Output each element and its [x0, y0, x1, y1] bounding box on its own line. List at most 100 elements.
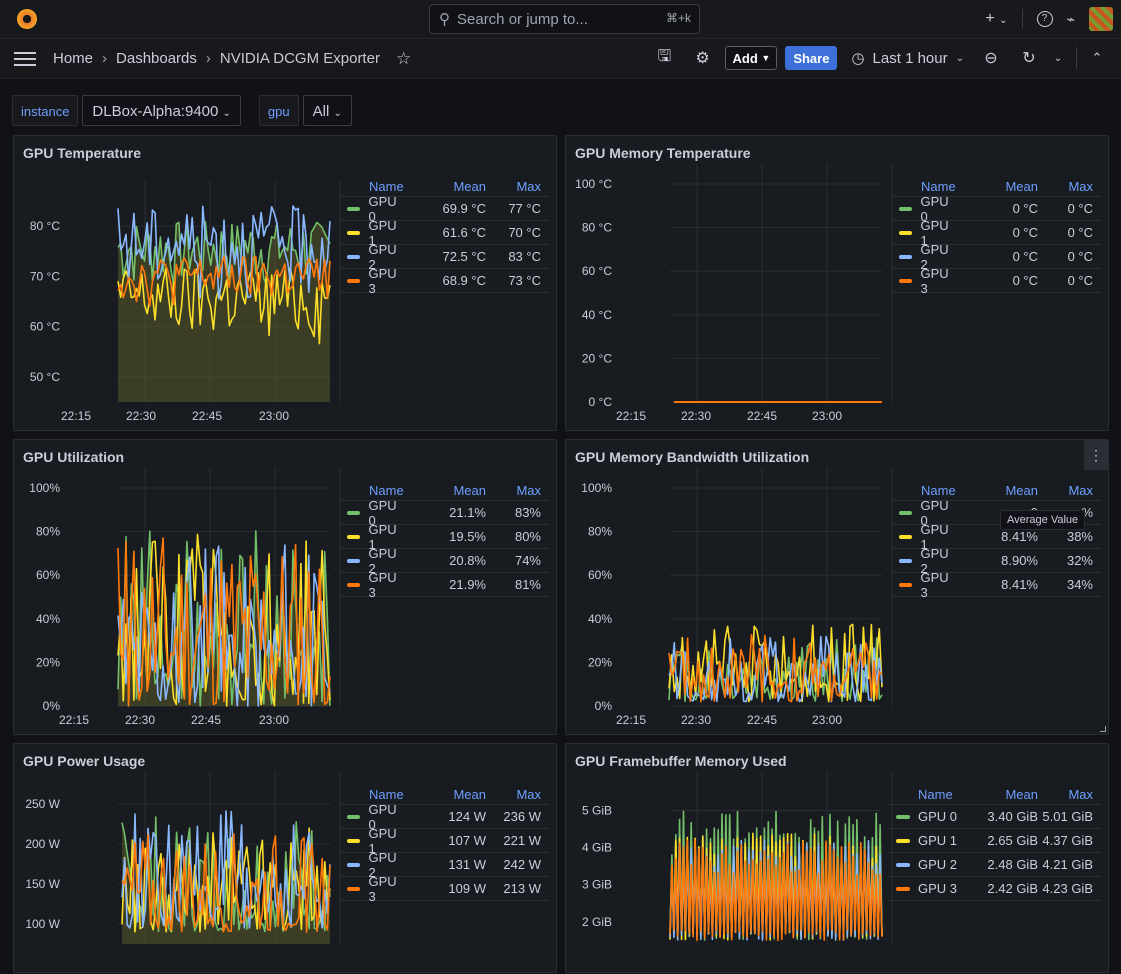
legend-row[interactable]: GPU 3 21.9% 81%	[339, 570, 549, 600]
chart-svg[interactable]: 50 °C 60 °C 70 °C 80 °C 22:15 22:30 22:45 23:00	[14, 136, 558, 432]
y-tick-label: 0%	[43, 699, 61, 713]
legend-row[interactable]: GPU 3 2.42 GiB 4.23 GiB	[888, 877, 1101, 901]
legend-row[interactable]: GPU 2 0 °C 0 °C	[891, 242, 1101, 272]
legend-header-mean[interactable]: Mean	[1005, 483, 1038, 498]
legend-row[interactable]: GPU 0 0 °C 0 °C	[891, 193, 1101, 224]
legend-row[interactable]: GPU 2 8.90% 32%	[891, 546, 1101, 576]
resize-handle[interactable]	[1100, 726, 1106, 732]
legend-header-name[interactable]: Name	[918, 787, 953, 802]
keyboard-shortcut: ⌘+k	[665, 11, 691, 25]
series-color-swatch	[899, 558, 913, 563]
legend-row[interactable]: GPU 3 0 °C 0 °C	[891, 266, 1101, 296]
x-tick-label: 23:00	[259, 713, 289, 727]
chart-svg[interactable]: 100 W 150 W 200 W 250 W	[14, 744, 558, 974]
refresh-interval-chevron-icon[interactable]: ⌄	[1053, 52, 1063, 64]
legend-header-mean[interactable]: Mean	[453, 483, 486, 498]
legend-header-mean[interactable]: Mean	[453, 787, 486, 802]
series-color-swatch	[347, 582, 361, 587]
chart-svg[interactable]: 2 GiB 3 GiB 4 GiB 5 GiB	[566, 744, 1110, 974]
series-color-swatch	[899, 206, 913, 211]
legend-header-max[interactable]: Max	[516, 787, 541, 802]
series-name-text: GPU 3	[368, 873, 397, 904]
gpu-select[interactable]: All ⌄	[302, 95, 352, 126]
y-tick-label: 80%	[36, 525, 60, 539]
legend-header-name[interactable]: Name	[369, 483, 404, 498]
legend-header-max[interactable]: Max	[516, 483, 541, 498]
series-name-text: GPU 0	[920, 193, 949, 224]
legend-series-name: GPU 3	[339, 266, 406, 296]
share-button[interactable]: Share	[785, 46, 838, 70]
save-icon[interactable]: 🖫	[657, 47, 672, 65]
news-rss-icon[interactable]: ⌁	[1066, 10, 1075, 27]
new-plus-icon[interactable]: + ⌄	[985, 10, 1008, 27]
breadcrumb: Home › Dashboards › NVIDIA DCGM Exporter	[53, 50, 380, 67]
legend-header-name[interactable]: Name	[369, 179, 404, 194]
series-color-swatch	[896, 838, 910, 843]
legend-row[interactable]: GPU 2 20.8% 74%	[339, 546, 549, 576]
legend-header-name[interactable]: Name	[921, 483, 956, 498]
legend-row[interactable]: GPU 2 2.48 GiB 4.21 GiB	[888, 853, 1101, 877]
breadcrumb-dashboards[interactable]: Dashboards	[116, 50, 197, 67]
legend-row[interactable]: GPU 0 21.1% 83%	[339, 498, 549, 528]
x-tick-label: 22:45	[191, 713, 221, 727]
legend-row[interactable]: GPU 2 131 W 242 W	[339, 850, 549, 880]
grafana-logo-icon[interactable]	[17, 9, 37, 29]
legend-row[interactable]: GPU 1 8.41% 38%	[891, 522, 1101, 552]
add-button[interactable]: Add ▼	[725, 46, 778, 70]
tooltip: Average Value	[1000, 510, 1086, 530]
legend-row[interactable]: GPU 1 107 W 221 W	[339, 826, 549, 856]
legend-header-max[interactable]: Max	[1068, 179, 1093, 194]
panel-gpu-utilization[interactable]: GPU Utilization 0% 20% 40% 60% 80% 100% 22:15 2…	[13, 439, 557, 735]
legend-row[interactable]: GPU 3 8.41% 34%	[891, 570, 1101, 600]
settings-gear-icon[interactable]: ⚙	[695, 50, 710, 67]
chart-svg[interactable]: 0% 20% 40% 60% 80% 100% 22:15 22:30 22:45 23:00	[566, 440, 1110, 736]
divider	[1076, 47, 1077, 69]
help-icon[interactable]: ?	[1036, 11, 1053, 27]
legend-header-name[interactable]: Name	[369, 787, 404, 802]
legend-row[interactable]: GPU 3 68.9 °C 73 °C	[339, 266, 549, 296]
x-tick-label: 22:45	[192, 409, 222, 423]
breadcrumb-home[interactable]: Home	[53, 50, 94, 67]
legend-header-mean[interactable]: Mean	[1005, 787, 1038, 802]
legend-header-max[interactable]: Max	[1068, 787, 1093, 802]
legend-row[interactable]: GPU 1 0 °C 0 °C	[891, 218, 1101, 248]
legend-header-max[interactable]: Max	[516, 179, 541, 194]
panel-menu-kebab-icon[interactable]: ⋮	[1084, 440, 1108, 470]
legend-row[interactable]: GPU 0 124 W 236 W	[339, 802, 549, 832]
legend-row[interactable]: GPU 1 2.65 GiB 4.37 GiB	[888, 829, 1101, 853]
chart-svg[interactable]: 0 °C 20 °C 40 °C 60 °C 80 °C 100 °C 22:15 22:30…	[566, 136, 1110, 432]
chart-svg[interactable]: 0% 20% 40% 60% 80% 100% 22:15 22:30 22:45 23:00	[14, 440, 558, 736]
panel-gpu-power-usage[interactable]: GPU Power Usage 100 W 150 W 200 W 250 W Name…	[13, 743, 557, 973]
panel-title: GPU Power Usage	[23, 753, 146, 769]
star-icon[interactable]: ☆	[395, 48, 412, 68]
panel-gpu-memory-temperature[interactable]: GPU Memory Temperature 0 °C 20 °C 40 °C 60 …	[565, 135, 1109, 431]
series-color-swatch	[899, 230, 913, 235]
legend-row[interactable]: GPU 1 19.5% 80%	[339, 522, 549, 552]
legend-header-name[interactable]: Name	[921, 179, 956, 194]
legend-row[interactable]: GPU 1 61.6 °C 70 °C	[339, 218, 549, 248]
legend-header-mean[interactable]: Mean	[1005, 179, 1038, 194]
legend-table: Name Mean Max GPU 0 21.1% 83% GPU 1 19.5% 80% GPU…	[339, 481, 549, 600]
zoom-out-icon[interactable]: ⊖	[984, 50, 998, 67]
legend-mean-value: 0 °C	[1012, 249, 1038, 264]
collapse-chevron-up-icon[interactable]: ⌃	[1091, 50, 1103, 65]
time-range-picker[interactable]: ◷ Last 1 hour ⌄	[851, 46, 964, 70]
panel-gpu-temperature[interactable]: GPU Temperature 50 °C 60 °C 70 °C 80 °C 22:1…	[13, 135, 557, 431]
y-tick-label: 60 °C	[30, 320, 60, 334]
menu-hamburger-icon[interactable]	[14, 51, 36, 66]
refresh-icon[interactable]: ↻	[1022, 50, 1036, 67]
series-name-text: GPU 0	[920, 497, 949, 528]
legend-row[interactable]: GPU 0 69.9 °C 77 °C	[339, 194, 549, 224]
legend-header-mean[interactable]: Mean	[453, 179, 486, 194]
panel-gpu-framebuffer-memory-used[interactable]: GPU Framebuffer Memory Used 2 GiB 3 GiB 4 …	[565, 743, 1109, 973]
user-avatar[interactable]	[1089, 7, 1113, 31]
x-tick-label: 22:30	[126, 409, 156, 423]
search-input[interactable]: ⚲ Search or jump to... ⌘+k	[429, 4, 700, 34]
y-tick-label: 20%	[36, 655, 60, 669]
instance-select[interactable]: DLBox-Alpha:9400 ⌄	[82, 95, 241, 126]
legend-row[interactable]: GPU 2 72.5 °C 83 °C	[339, 242, 549, 272]
panel-gpu-memory-bandwidth-utilization[interactable]: GPU Memory Bandwidth Utilization ⋮ Avera…	[565, 439, 1109, 735]
legend-row[interactable]: GPU 0 3.40 GiB 5.01 GiB	[888, 805, 1101, 829]
legend-header-max[interactable]: Max	[1068, 483, 1093, 498]
legend-row[interactable]: GPU 3 109 W 213 W	[339, 873, 549, 904]
